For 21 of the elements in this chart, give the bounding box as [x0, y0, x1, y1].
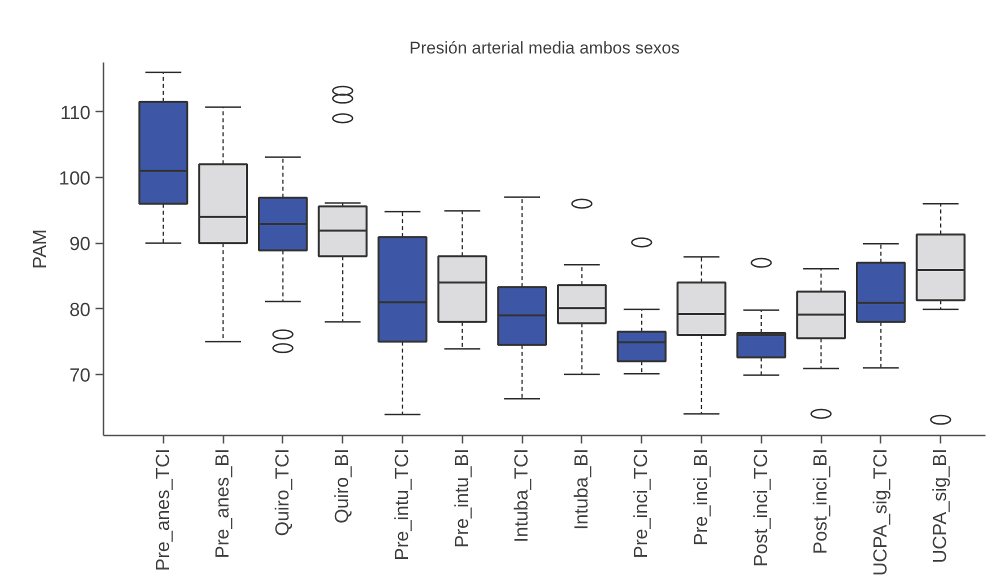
x-tick-label: Pre_anes_TCI: [152, 448, 174, 572]
x-tick-label: Pre_inci_BI: [690, 448, 712, 546]
y-tick-label: 90: [69, 234, 91, 256]
chart-title: Presión arterial media ambos sexos: [409, 38, 680, 58]
x-tick-label: Pre_inci_TCI: [631, 448, 652, 558]
y-tick-label: 70: [69, 365, 91, 386]
x-tick-label: Post_inci_BI: [810, 448, 832, 554]
x-tick-label: UCPA_sig_BI: [930, 448, 952, 564]
x-tick-label: Quiro_BI: [332, 448, 354, 524]
x-tick-label: Quiro_TCI: [272, 448, 294, 536]
x-tick-label: Pre_intu_BI: [452, 448, 473, 548]
y-tick-label: 110: [60, 102, 91, 124]
x-tick-label: UCPA_sig_TCI: [870, 448, 892, 576]
y-tick-label: 80: [69, 300, 91, 321]
y-tick-label: 100: [58, 168, 90, 190]
x-tick-label: Pre_intu_TCI: [392, 448, 413, 560]
x-tick-label: Pre_anes_BI: [212, 448, 234, 558]
x-tick-label: Post_inci_TCI: [750, 448, 772, 567]
y-axis-title: PAM: [30, 229, 51, 269]
x-tick-label: Intuba_BI: [571, 448, 592, 530]
x-tick-label: Intuba_TCI: [512, 448, 533, 542]
